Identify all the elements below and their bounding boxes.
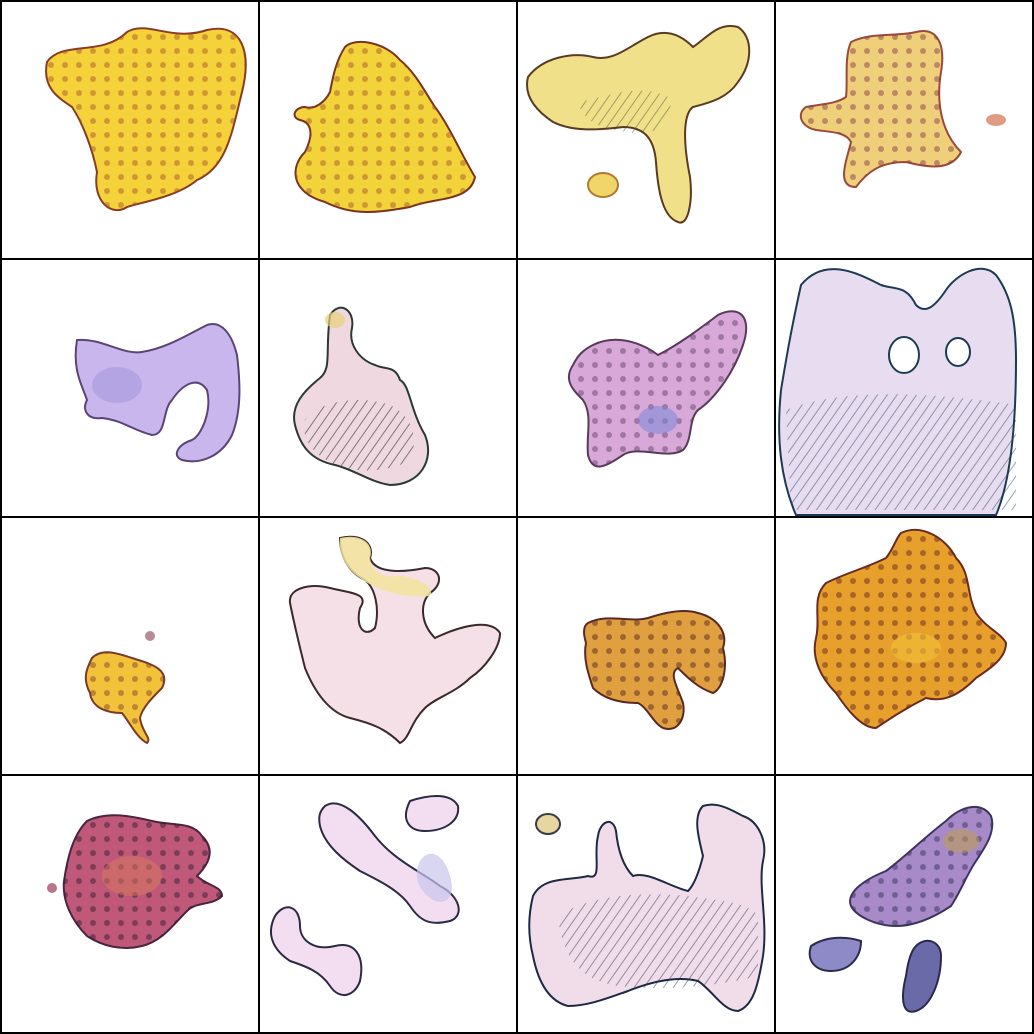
sample-tile: [2, 776, 258, 1032]
sample-tile: [260, 260, 516, 516]
sample-tile: [518, 260, 774, 516]
blob-image: [813, 528, 1008, 730]
sample-tile: [260, 2, 516, 258]
sample-tile: [776, 2, 1032, 258]
blob-image: [778, 267, 1018, 516]
blob-image: [270, 795, 460, 996]
blob-image: [582, 609, 726, 730]
blob-image: [567, 310, 748, 468]
sample-tile: [776, 776, 1032, 1032]
sample-tile: [518, 776, 774, 1032]
blob-image: [84, 631, 166, 745]
blob-image: [293, 40, 477, 213]
sample-tile: [776, 518, 1032, 774]
blob-image: [799, 30, 1006, 189]
blob-image: [288, 535, 502, 745]
blob-image: [74, 323, 241, 463]
blob-image: [808, 806, 994, 1013]
sample-tile: [2, 260, 258, 516]
blob-image: [526, 25, 751, 224]
blob-image: [293, 306, 430, 487]
sample-tile: [2, 518, 258, 774]
blob-image: [528, 803, 766, 1013]
blob-image: [45, 27, 247, 212]
sample-tile: [260, 776, 516, 1032]
sample-tile: [2, 2, 258, 258]
sample-tile: [518, 2, 774, 258]
sample-tile: [260, 518, 516, 774]
sample-tile: [776, 260, 1032, 516]
sample-tile: [518, 518, 774, 774]
blob-image: [47, 814, 224, 949]
